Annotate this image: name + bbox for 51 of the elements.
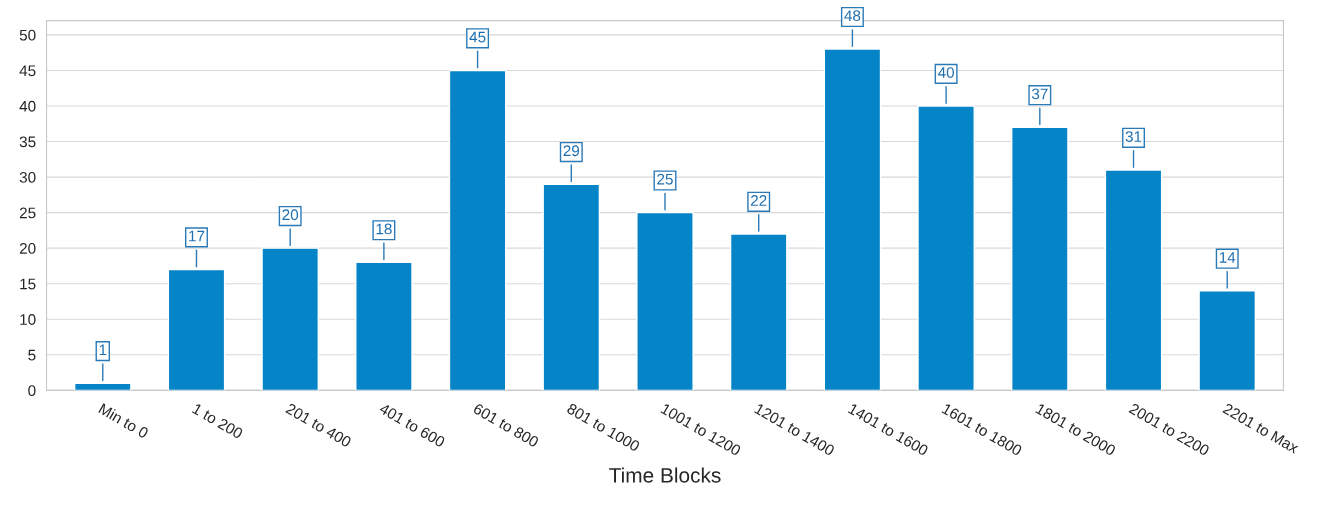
x-tick-label: 1801 to 2000 xyxy=(1035,403,1117,457)
bar xyxy=(729,233,788,391)
x-tick-label: 201 to 400 xyxy=(285,402,352,448)
x-tick-label: 1 to 200 xyxy=(191,403,244,440)
y-tick-label: 50 xyxy=(19,29,36,41)
y-tick-label: 30 xyxy=(19,171,36,183)
data-label: 25 xyxy=(657,173,673,185)
bar xyxy=(1104,169,1163,391)
y-tick-label: 45 xyxy=(19,65,36,77)
data-label: 14 xyxy=(1219,252,1236,263)
y-tick-label: 0 xyxy=(28,385,36,397)
bar xyxy=(1011,126,1069,391)
data-label: 48 xyxy=(844,10,861,22)
x-tick-label: 1201 to 1400 xyxy=(754,403,836,457)
data-label: 45 xyxy=(469,31,486,43)
y-tick-label: 40 xyxy=(19,100,36,112)
y-tick-label: 10 xyxy=(20,314,36,325)
y-tick-label: 5 xyxy=(28,349,36,361)
x-tick-label: 2001 to 2200 xyxy=(1128,402,1211,457)
y-tick-label: 15 xyxy=(20,278,36,290)
bar xyxy=(636,211,694,391)
x-tick-label: 1001 to 1200 xyxy=(660,403,742,457)
bar xyxy=(1198,290,1257,391)
data-label: 37 xyxy=(1031,88,1048,100)
y-tick-label: 35 xyxy=(19,136,36,148)
x-tick-label: 601 to 800 xyxy=(472,402,540,448)
x-tick-label: 1601 to 1800 xyxy=(941,403,1023,457)
data-label: 1 xyxy=(99,344,107,356)
y-tick-label: 25 xyxy=(19,207,36,219)
data-label: 29 xyxy=(563,145,580,157)
data-label: 18 xyxy=(376,223,392,235)
bar xyxy=(542,183,601,391)
data-label: 20 xyxy=(282,209,299,221)
y-tick-label: 20 xyxy=(19,243,36,254)
bar xyxy=(261,247,319,391)
x-tick-label: 401 to 600 xyxy=(378,402,446,448)
data-label: 40 xyxy=(937,67,955,78)
data-label: 17 xyxy=(189,230,205,242)
x-axis-title: Time Blocks xyxy=(609,467,721,483)
bar xyxy=(73,382,132,391)
x-tick-label: Min to 0 xyxy=(98,402,150,439)
bar xyxy=(167,268,226,391)
x-tick-label: 1401 to 1600 xyxy=(847,403,929,457)
bar xyxy=(917,105,975,391)
bar xyxy=(448,69,507,391)
data-label: 31 xyxy=(1125,131,1142,142)
data-label: 22 xyxy=(750,195,767,206)
x-tick-label: 2201 to Max xyxy=(1222,402,1300,454)
x-tick-label: 801 to 1000 xyxy=(566,402,641,452)
bar xyxy=(355,261,413,391)
bar xyxy=(823,48,882,391)
